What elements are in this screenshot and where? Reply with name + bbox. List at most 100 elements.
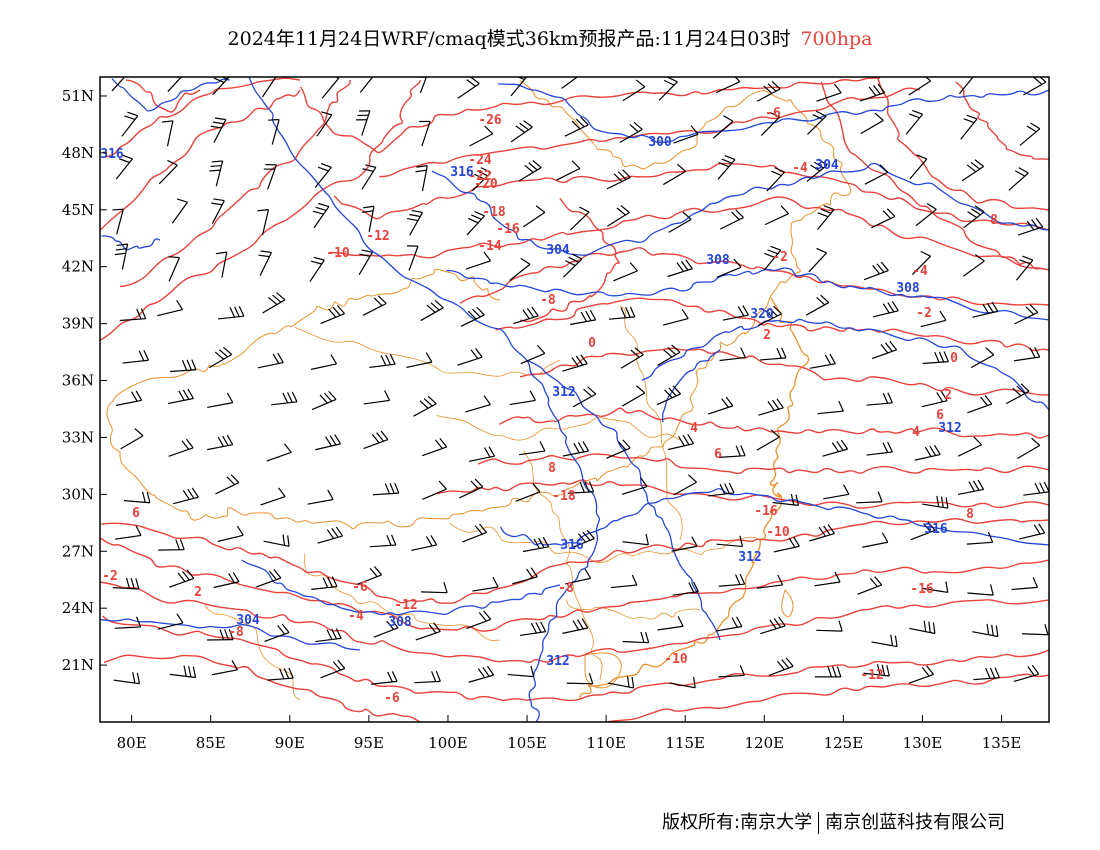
wind-barb [922, 581, 949, 593]
temperature-label: 0 [950, 351, 958, 366]
wind-barb [215, 251, 228, 278]
wind-barb [115, 154, 133, 180]
wind-barb [760, 616, 786, 635]
wind-barb [168, 438, 194, 457]
wind-barb [957, 479, 985, 496]
wind-barb [519, 621, 547, 637]
lat-tick-label: 39N [62, 315, 94, 333]
wind-barb [114, 243, 129, 270]
wind-barb [458, 478, 484, 499]
wind-barb [911, 250, 932, 276]
wind-barb [967, 394, 993, 414]
wind-barb [562, 441, 590, 457]
wind-barb [169, 569, 195, 588]
wind-barb [1022, 624, 1049, 636]
wind-barb [264, 623, 290, 642]
wind-barb [371, 671, 398, 685]
height-label: 320 [750, 307, 774, 322]
wind-barb [556, 160, 581, 181]
temperature-label: 6 [714, 447, 722, 462]
wind-barb [562, 618, 589, 634]
wind-barb [606, 439, 631, 459]
wind-barb [263, 164, 277, 190]
temperature-label: -26 [478, 113, 502, 128]
wind-barb [111, 77, 126, 92]
wind-barb [120, 428, 144, 450]
wind-barb [719, 445, 746, 458]
province-border [449, 522, 761, 563]
height-isoline [499, 488, 1049, 546]
wind-barb [621, 385, 646, 407]
footer: 版权所有:南京大学 南京创蓝科技有限公司 [662, 808, 1005, 834]
wind-barb [872, 301, 899, 318]
wind-barb [565, 568, 592, 585]
wind-barb [422, 480, 447, 500]
wind-barb [608, 306, 636, 320]
temperature-label: 0 [588, 336, 596, 351]
wind-barb [716, 258, 742, 278]
wind-barb [669, 676, 696, 689]
wind-barb [311, 576, 338, 590]
wind-barb [415, 622, 441, 641]
wind-barb [320, 305, 345, 325]
wind-barb [807, 110, 827, 135]
wind-barb [662, 309, 689, 326]
wind-barb [321, 77, 340, 99]
wind-barb [805, 294, 830, 316]
wind-barb [718, 573, 746, 587]
wind-barb [864, 164, 889, 185]
wind-barb [620, 347, 644, 369]
lon-tick-label: 95E [354, 734, 384, 752]
wind-barb [909, 154, 928, 180]
temperature-label: -10 [664, 652, 688, 667]
height-isoline [101, 235, 161, 251]
wind-barb [316, 111, 333, 137]
temperature-label: -12 [860, 668, 883, 683]
wind-barb [967, 584, 994, 596]
wind-barb [622, 79, 646, 102]
temperature-isoline [300, 77, 880, 154]
wind-barb [716, 535, 744, 548]
wind-barb [871, 208, 896, 229]
wind-barb [421, 581, 448, 594]
temperature-label: 6 [132, 506, 140, 521]
wind-barb [814, 666, 842, 678]
temperature-isoline [119, 80, 351, 288]
wind-barb [215, 474, 240, 495]
wind-barb [1017, 217, 1044, 236]
wind-barb [1015, 255, 1034, 281]
temperature-isoline [436, 479, 1049, 509]
wind-barb [657, 344, 681, 366]
wind-barb [562, 253, 583, 278]
wind-barb [515, 483, 541, 502]
wind-barb [210, 117, 227, 143]
lat-tick-label: 24N [62, 599, 94, 617]
wind-barb [662, 163, 687, 186]
temperature-isoline [125, 79, 201, 113]
temperature-label: -12 [394, 598, 417, 613]
wind-barb [719, 347, 746, 362]
lat-tick-label: 21N [62, 656, 94, 674]
wind-barb [465, 251, 492, 270]
wind-barb [856, 491, 883, 504]
temperature-label: -24 [468, 153, 492, 168]
height-label: 316 [450, 165, 474, 180]
temperature-isoline [100, 581, 1049, 664]
wind-barb [372, 482, 400, 496]
wind-barb [355, 110, 371, 136]
height-label: 308 [388, 615, 412, 630]
wind-barb [717, 154, 736, 180]
wind-barb [519, 441, 546, 456]
wind-barb [469, 125, 494, 147]
wind-barb [312, 202, 330, 229]
temperature-label: 8 [990, 213, 998, 228]
temperature-label: -18 [482, 205, 506, 220]
wind-barb [905, 109, 924, 135]
temperature-label: -2 [102, 569, 118, 584]
wind-barb [211, 659, 238, 676]
temperature-isoline [103, 654, 421, 722]
footer-separator [818, 812, 820, 834]
wind-barb [607, 676, 635, 689]
wind-barb [760, 111, 780, 136]
wind-barb [315, 628, 342, 643]
